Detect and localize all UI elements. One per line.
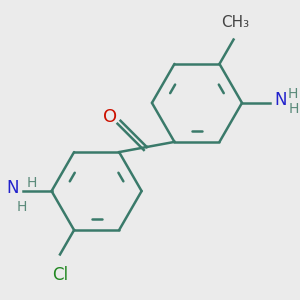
- Text: H: H: [16, 200, 27, 214]
- Text: O: O: [103, 108, 117, 126]
- Text: N: N: [6, 179, 19, 197]
- Text: H: H: [26, 176, 37, 190]
- Text: H: H: [288, 86, 298, 100]
- Text: N: N: [275, 91, 287, 109]
- Text: Cl: Cl: [52, 266, 68, 284]
- Text: CH₃: CH₃: [221, 15, 250, 30]
- Text: H: H: [289, 103, 299, 116]
